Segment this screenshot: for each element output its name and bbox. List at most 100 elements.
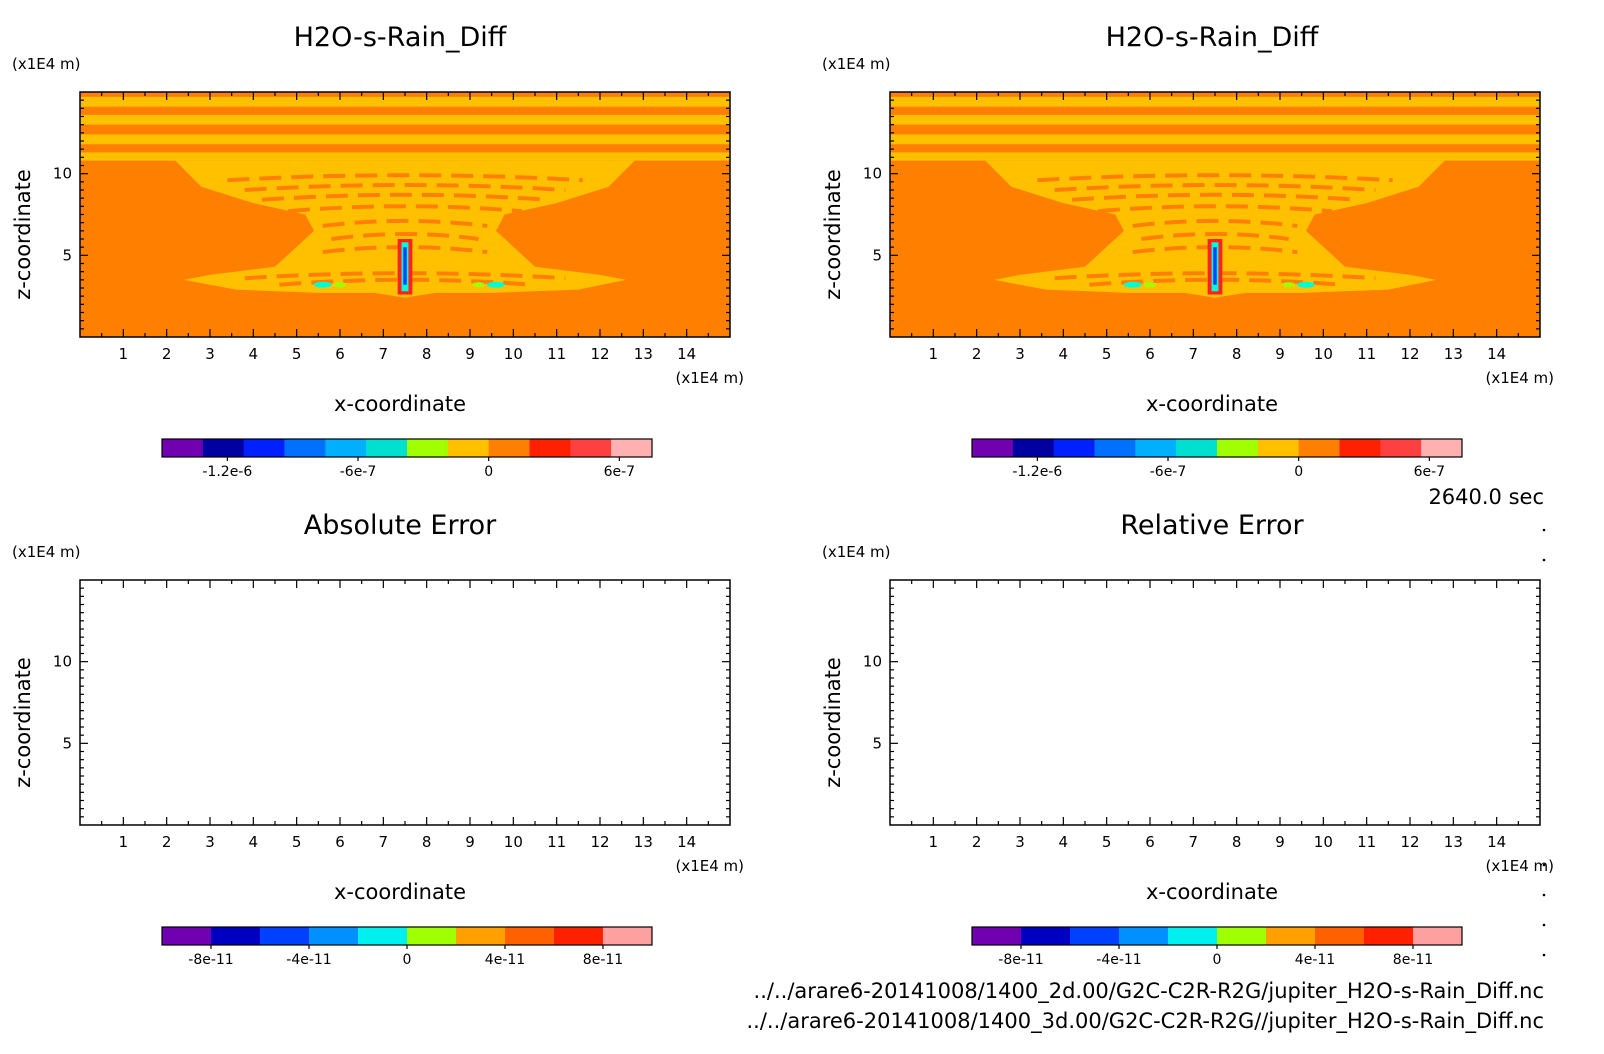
- x-tick-label: 8: [422, 345, 432, 363]
- x-tick-label: 10: [504, 345, 523, 363]
- x-tick-label: 14: [677, 345, 696, 363]
- y-axis-label: z-coordinate: [11, 169, 35, 300]
- x-tick-label: 4: [249, 345, 259, 363]
- colorbar-segment: [407, 927, 457, 945]
- panel-2: H2O-s-Rain_Diff(x1E4 m)1 2 3 4 5 6 7 8 9 10 11 12 13…: [821, 22, 1554, 480]
- colorbar-tick-label: -1.2e-6: [202, 464, 252, 480]
- field-spot: [472, 282, 485, 288]
- margin-dot: [1542, 863, 1546, 867]
- x-axis-label: x-coordinate: [1146, 880, 1278, 904]
- colorbar-segment: [456, 927, 506, 945]
- colorbar-tick-label: -8e-11: [998, 952, 1043, 968]
- colorbar-segment: [1217, 439, 1259, 457]
- colorbar-segment: [325, 439, 367, 457]
- panel-1: H2O-s-Rain_Diff(x1E4 m)1 2 3 4 5 6 7 8 9 10 11 12 13…: [11, 22, 744, 480]
- x-tick-label: 12: [590, 345, 609, 363]
- colorbar-segment: [611, 439, 653, 457]
- panel-title: H2O-s-Rain_Diff: [1106, 22, 1320, 53]
- plot-frame: [79, 579, 731, 826]
- field-spot: [1123, 281, 1142, 288]
- x-tick-label: 4: [1059, 345, 1069, 363]
- y-axis-label: z-coordinate: [11, 657, 35, 788]
- x-tick-label: 7: [1189, 345, 1199, 363]
- y-unit-label: (x1E4 m): [12, 543, 81, 561]
- colorbar-segment: [1021, 927, 1071, 945]
- y-unit-label: (x1E4 m): [822, 543, 891, 561]
- colorbar: -1.2e-6 -6e-7 0 6e-7: [161, 438, 653, 480]
- x-tick-label: 13: [1444, 345, 1463, 363]
- x-tick-label: 5: [1102, 345, 1112, 363]
- x-tick-label: 7: [379, 833, 389, 851]
- colorbar-segment: [1119, 927, 1169, 945]
- colorbar-segment: [554, 927, 604, 945]
- field-stripe: [1054, 183, 1376, 192]
- colorbar-tick-label: -4e-11: [1096, 952, 1141, 968]
- field-anvil: [985, 160, 1445, 298]
- x-tick-label: 11: [547, 345, 566, 363]
- field-spot: [1282, 282, 1295, 288]
- x-tick-label: 8: [1232, 345, 1242, 363]
- colorbar-tick-label: 4e-11: [485, 952, 525, 968]
- field-stripe: [1071, 192, 1359, 202]
- x-axis-label: x-coordinate: [1146, 392, 1278, 416]
- x-tick-label: 6: [1145, 345, 1155, 363]
- colorbar-tick-label: 6e-7: [1414, 464, 1445, 480]
- colorbar-segment: [1053, 439, 1095, 457]
- colorbar-tick-label: -4e-11: [286, 952, 331, 968]
- field-plot: [80, 92, 730, 337]
- colorbar-segment: [1257, 439, 1300, 457]
- colorbar-segment: [1315, 927, 1365, 945]
- x-unit-label: (x1E4 m): [675, 369, 744, 387]
- x-tick-label: 14: [1487, 833, 1506, 851]
- x-tick-label: 9: [1275, 833, 1285, 851]
- field-band: [80, 96, 730, 107]
- colorbar-segment: [284, 439, 326, 457]
- colorbar-tick-label: 4e-11: [1295, 952, 1335, 968]
- x-tick-label: 1: [929, 345, 939, 363]
- colorbar-segment: [407, 439, 449, 457]
- field-plot: [890, 92, 1540, 337]
- colorbar-segment: [1298, 439, 1340, 457]
- field-anvil: [175, 160, 635, 298]
- colorbar-segment: [447, 439, 490, 457]
- panel-title: Relative Error: [1120, 510, 1304, 541]
- colorbar-tick-label: 6e-7: [604, 464, 635, 480]
- x-unit-label: (x1E4 m): [1485, 857, 1554, 875]
- x-tick-label: 10: [504, 833, 523, 851]
- y-tick-label: 10: [863, 653, 882, 671]
- time-label: 2640.0 sec: [1428, 485, 1544, 509]
- colorbar-segment: [1266, 927, 1316, 945]
- field-spot: [487, 281, 505, 288]
- x-tick-label: 3: [205, 833, 215, 851]
- x-tick-label: 11: [547, 833, 566, 851]
- colorbar-segment: [1070, 927, 1120, 945]
- x-tick-label: 11: [1357, 833, 1376, 851]
- field-stripe: [227, 173, 583, 183]
- x-tick-label: 2: [972, 345, 982, 363]
- field-band: [80, 134, 730, 145]
- colorbar-tick-label: 8e-11: [583, 952, 623, 968]
- x-tick-label: 10: [1314, 833, 1333, 851]
- colorbar-segment: [972, 927, 1022, 945]
- x-tick-label: 3: [1015, 345, 1025, 363]
- colorbar-segment: [488, 439, 530, 457]
- x-tick-label: 4: [1059, 833, 1069, 851]
- x-tick-label: 13: [634, 833, 653, 851]
- colorbar-segment: [1380, 439, 1422, 457]
- x-tick-label: 11: [1357, 345, 1376, 363]
- margin-dot: [1542, 923, 1546, 927]
- colorbar-segment: [1364, 927, 1414, 945]
- colorbar: -1.2e-6 -6e-7 0 6e-7: [971, 438, 1463, 480]
- margin-dot: [1542, 558, 1546, 562]
- colorbar-tick-label: -1.2e-6: [1012, 464, 1062, 480]
- field-stripe: [261, 192, 549, 202]
- margin-dot: [1542, 953, 1546, 957]
- colorbar-segment: [366, 439, 408, 457]
- colorbar-tick-label: 0: [484, 464, 493, 480]
- panel-title: Absolute Error: [304, 510, 497, 541]
- y-tick-label: 5: [872, 734, 882, 752]
- colorbar-tick-label: 0: [1294, 464, 1303, 480]
- colorbar-segment: [309, 927, 359, 945]
- x-tick-label: 6: [335, 833, 345, 851]
- colorbar-segment: [1413, 927, 1463, 945]
